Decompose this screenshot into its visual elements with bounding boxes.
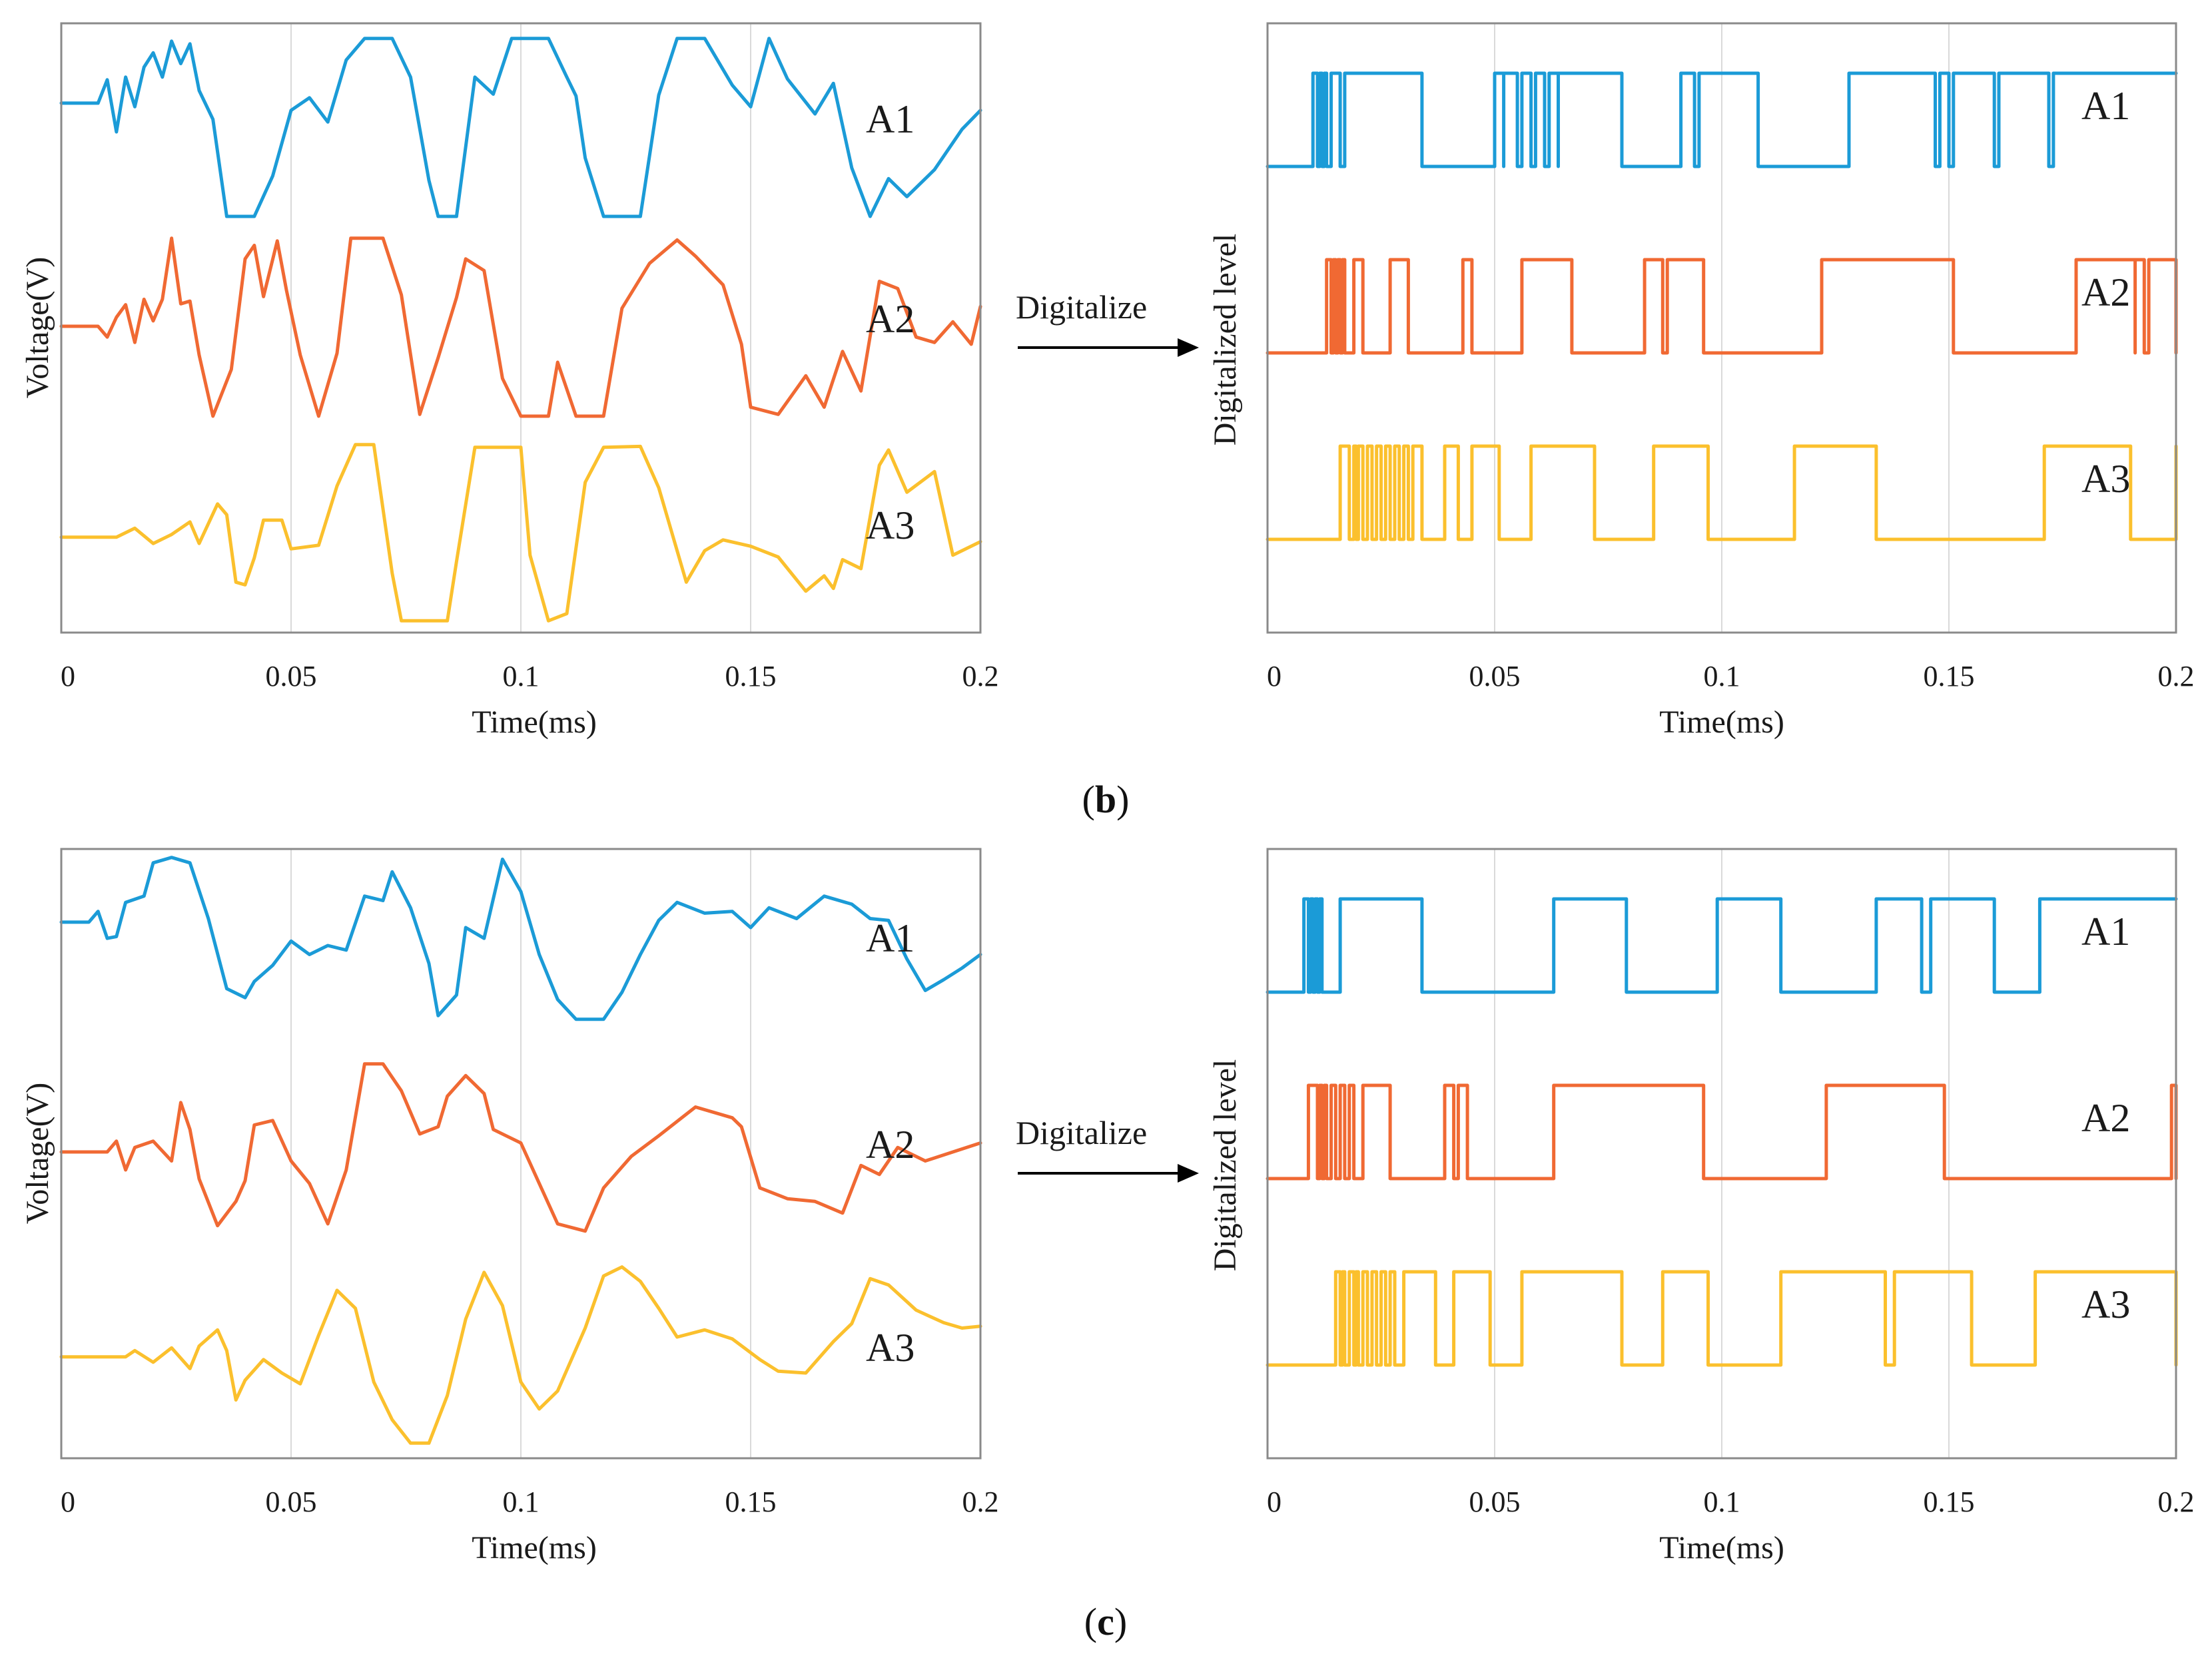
caption-c: (c) [1084,1600,1127,1643]
series-line-a3 [59,443,982,623]
series-label-a2: A2 [2081,270,2130,314]
chart-c-analog: 0 0.05 0.1 0.15 0.2 A1 A2 A3 Time(ms) Voltage(… [20,848,999,1565]
chart-c-digital-series [1266,897,2178,1367]
arrow-c-head [1178,1164,1199,1183]
chart-c-analog-serieslabels: A1 A2 A3 [866,916,915,1370]
x-tick-label: 0 [61,660,75,693]
chart-b-analog-ylabel: Voltage(V) [20,257,55,398]
series-label-a2: A2 [2081,1096,2130,1140]
x-tick-label: 0 [1267,660,1282,693]
chart-c-analog-grid [290,849,751,1458]
chart-b-digital-series [1266,71,2178,541]
series-label-a3: A3 [2081,457,2130,501]
chart-b-analog-xticks: 0 0.05 0.1 0.15 0.2 [61,660,999,693]
series-line-a3 [1266,1270,2178,1367]
series-line-a2 [59,236,982,418]
chart-c-analog-ylabel: Voltage(V) [20,1083,55,1224]
series-line-a1 [59,37,982,218]
x-tick-label: 0 [61,1486,75,1518]
x-tick-label: 0.2 [962,1486,999,1518]
x-tick-label: 0.15 [725,660,777,693]
chart-b-digital-frame [1266,22,2177,634]
chart-c-analog-series [59,856,982,1445]
chart-c-digital-xticks: 0 0.05 0.1 0.15 0.2 [1267,1486,2195,1518]
chart-c-analog-xlabel: Time(ms) [472,1530,597,1565]
chart-b-analog: 0 0.05 0.1 0.15 0.2 A1 A2 A3 Time(ms) Voltage(… [20,22,999,740]
arrow-c-label: Digitalize [1016,1114,1147,1151]
series-label-a1: A1 [866,916,915,960]
series-label-a2: A2 [866,297,915,341]
x-tick-label: 0.2 [2158,660,2195,693]
series-line-a3 [59,1265,982,1445]
x-tick-label: 0.1 [1704,660,1740,693]
series-line-a3 [1266,444,2178,541]
chart-c-analog-xticks: 0 0.05 0.1 0.15 0.2 [61,1486,999,1518]
x-tick-label: 0.05 [266,1486,317,1518]
caption-b-letter: b [1095,778,1116,821]
series-line-a2 [1266,1083,2178,1181]
x-tick-label: 0.15 [725,1486,777,1518]
chart-c-digital-grid [1494,849,1950,1458]
chart-c-analog-frame [60,848,982,1460]
series-label-a3: A3 [2081,1282,2130,1326]
series-label-a1: A1 [2081,910,2130,954]
arrow-b-label: Digitalize [1016,288,1147,326]
x-tick-label: 0.1 [503,1486,540,1518]
x-tick-label: 0.15 [1924,660,1975,693]
x-tick-label: 0.05 [1469,660,1521,693]
series-line-a2 [1266,258,2178,355]
x-tick-label: 0.1 [503,660,540,693]
caption-c-letter: c [1097,1600,1114,1643]
x-tick-label: 0.05 [266,660,317,693]
chart-b-analog-series [59,37,982,623]
series-line-a1 [1266,897,2178,994]
chart-c-digital-serieslabels: A1 A2 A3 [2081,910,2130,1326]
x-tick-label: 0.05 [1469,1486,1521,1518]
chart-b-digital-xticks: 0 0.05 0.1 0.15 0.2 [1267,660,2195,693]
series-label-a3: A3 [866,1326,915,1370]
chart-b-analog-xlabel: Time(ms) [472,704,597,740]
chart-c-digital-ylabel: Digitalized level [1208,1059,1243,1272]
chart-c-digital-frame [1266,848,2177,1460]
arrow-c: Digitalize [1016,1114,1199,1183]
chart-b-digital-ylabel: Digitalized level [1208,234,1243,446]
chart-b-digital-xlabel: Time(ms) [1659,704,1784,740]
chart-b-analog-frame [60,22,982,634]
series-label-a3: A3 [866,503,915,547]
x-tick-label: 0 [1267,1486,1282,1518]
series-label-a2: A2 [866,1123,915,1167]
caption-b: (b) [1082,778,1130,821]
series-label-a1: A1 [2081,84,2130,128]
chart-b-digital: 0 0.05 0.1 0.15 0.2 A1 A2 A3 Time(ms) Digitali… [1208,22,2195,740]
chart-b-digital-grid [1494,23,1950,633]
series-label-a1: A1 [866,97,915,141]
chart-c-digital-xlabel: Time(ms) [1659,1530,1784,1565]
chart-b-digital-serieslabels: A1 A2 A3 [2081,84,2130,501]
chart-b-analog-grid [290,23,751,633]
series-line-a1 [1266,71,2178,168]
series-line-a2 [59,1062,982,1233]
arrow-b-head [1178,338,1199,357]
arrow-b: Digitalize [1016,288,1199,357]
x-tick-label: 0.15 [1924,1486,1975,1518]
x-tick-label: 0.2 [962,660,999,693]
x-tick-label: 0.1 [1704,1486,1740,1518]
chart-c-digital: 0 0.05 0.1 0.15 0.2 A1 A2 A3 Time(ms) Digitali… [1208,848,2195,1565]
chart-b-analog-serieslabels: A1 A2 A3 [866,97,915,547]
x-tick-label: 0.2 [2158,1486,2195,1518]
series-line-a1 [59,856,982,1021]
